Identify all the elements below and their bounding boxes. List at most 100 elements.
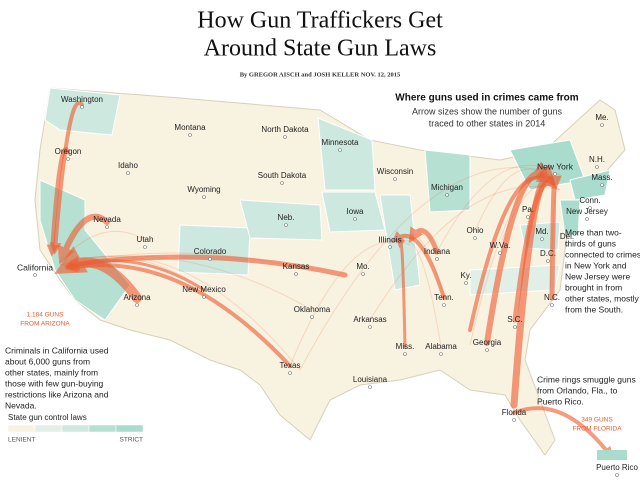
state-label: Arkansas (353, 315, 386, 324)
callout: FROM FLORIDA (572, 426, 622, 433)
annotation: about 6,000 guns from (5, 356, 90, 366)
state-dot (553, 172, 557, 176)
state-label: Tenn. (434, 293, 454, 302)
state-label: Florida (502, 408, 527, 417)
state-label: Oklahoma (294, 305, 331, 314)
annotation: New Jersey were (565, 271, 630, 281)
state-label: Indiana (424, 247, 451, 256)
arrow (64, 259, 206, 292)
state-label: Idaho (118, 161, 139, 170)
state-label: Mo. (356, 262, 369, 271)
title: How Gun Traffickers Get (197, 8, 443, 34)
state-dot (513, 325, 517, 329)
legend-swatch (61, 424, 90, 433)
annotation: those with few gun-buying (5, 378, 104, 388)
state-label: California (17, 262, 53, 272)
state-dot (283, 135, 287, 139)
state-label: Conn. (579, 196, 600, 205)
annotation: Crime rings smuggle guns (537, 374, 636, 384)
state-dot (439, 352, 443, 356)
callout: 349 GUNS (581, 417, 613, 424)
state-label: Colorado (194, 247, 227, 256)
state-dot (435, 257, 439, 261)
state-dot (80, 105, 84, 109)
state-dot (388, 245, 392, 249)
state-dot (288, 371, 292, 375)
flow-line (369, 186, 561, 321)
flow-line (79, 255, 301, 371)
legend-low: LENIENT (8, 437, 35, 444)
state-dot (280, 181, 284, 185)
state-dot (66, 157, 70, 161)
arrow (546, 175, 562, 301)
state-label: Illinois (378, 234, 402, 244)
state-label: Mass. (591, 173, 612, 182)
key-heading: Where guns used in crimes came from (395, 93, 578, 104)
state-label: Utah (137, 235, 154, 244)
state-label: N.H. (589, 155, 605, 164)
arrow (468, 171, 550, 332)
state-label: Texas (280, 361, 301, 370)
state-label: Pa. (522, 205, 534, 214)
state-label: Montana (174, 123, 206, 132)
state-label: Neb. (278, 213, 295, 222)
arrow (49, 101, 84, 255)
arrow (46, 147, 70, 257)
annotation: Criminals in California used (5, 345, 109, 355)
state-dot (143, 245, 147, 249)
state-dot (546, 259, 550, 263)
state-label: Iowa (347, 207, 364, 216)
state-label: Ky. (461, 271, 472, 280)
state-label: Me. (595, 113, 608, 122)
state-dot (615, 473, 619, 477)
state-label: Alabama (425, 342, 457, 351)
state-label: Arizona (123, 293, 151, 302)
annotation: from Orlando, Fla., to (537, 385, 618, 395)
state-dot (600, 123, 604, 127)
annotation: restrictions like Arizona and (5, 389, 109, 399)
state-dot (188, 133, 192, 137)
callout: 1,184 GUNS (27, 312, 65, 319)
state-label: Ohio (467, 226, 484, 235)
state-label: S.C. (507, 315, 523, 324)
state-dot (126, 171, 130, 175)
legend-title: State gun control laws (8, 413, 87, 422)
legend-swatch (88, 424, 117, 433)
state-label: Wyoming (187, 185, 220, 194)
key-subtitle: Arrow sizes show the number of guns (412, 106, 563, 116)
state-label: Oregon (55, 147, 82, 156)
state-dot (33, 273, 37, 277)
state-dot (403, 352, 407, 356)
state-label: Puerto Rico (596, 463, 638, 472)
arrow (512, 173, 558, 323)
state-dot (202, 195, 206, 199)
annotation: Puerto Rico. (537, 396, 584, 406)
state-dot (526, 215, 530, 219)
state-dot (512, 418, 516, 422)
annotation: Nevada. (5, 400, 37, 410)
arrows (46, 101, 613, 459)
state-label: W.Va. (490, 241, 511, 250)
state-label: Michigan (431, 183, 463, 192)
state-dot (498, 251, 502, 255)
state-label: New York (537, 161, 574, 171)
state-dot (565, 242, 569, 246)
state-dot (588, 206, 592, 210)
state-dot (353, 217, 357, 221)
arrow (408, 226, 440, 255)
flow-line (299, 167, 541, 371)
state-label: Nevada (93, 215, 121, 224)
arrow (396, 239, 407, 349)
annotation: other states, mainly from (5, 367, 98, 377)
state-label: Kansas (283, 262, 310, 271)
state-label: Del. (560, 232, 574, 241)
state-label: N.C. (544, 293, 560, 302)
state-dot (442, 303, 446, 307)
state-dot (284, 223, 288, 227)
state-dot (464, 281, 468, 285)
state-label: North Dakota (261, 125, 309, 134)
state-dot (585, 217, 589, 221)
state-dot (445, 193, 449, 197)
state-label: Washington (61, 95, 103, 104)
state-label: Wisconsin (377, 167, 413, 176)
